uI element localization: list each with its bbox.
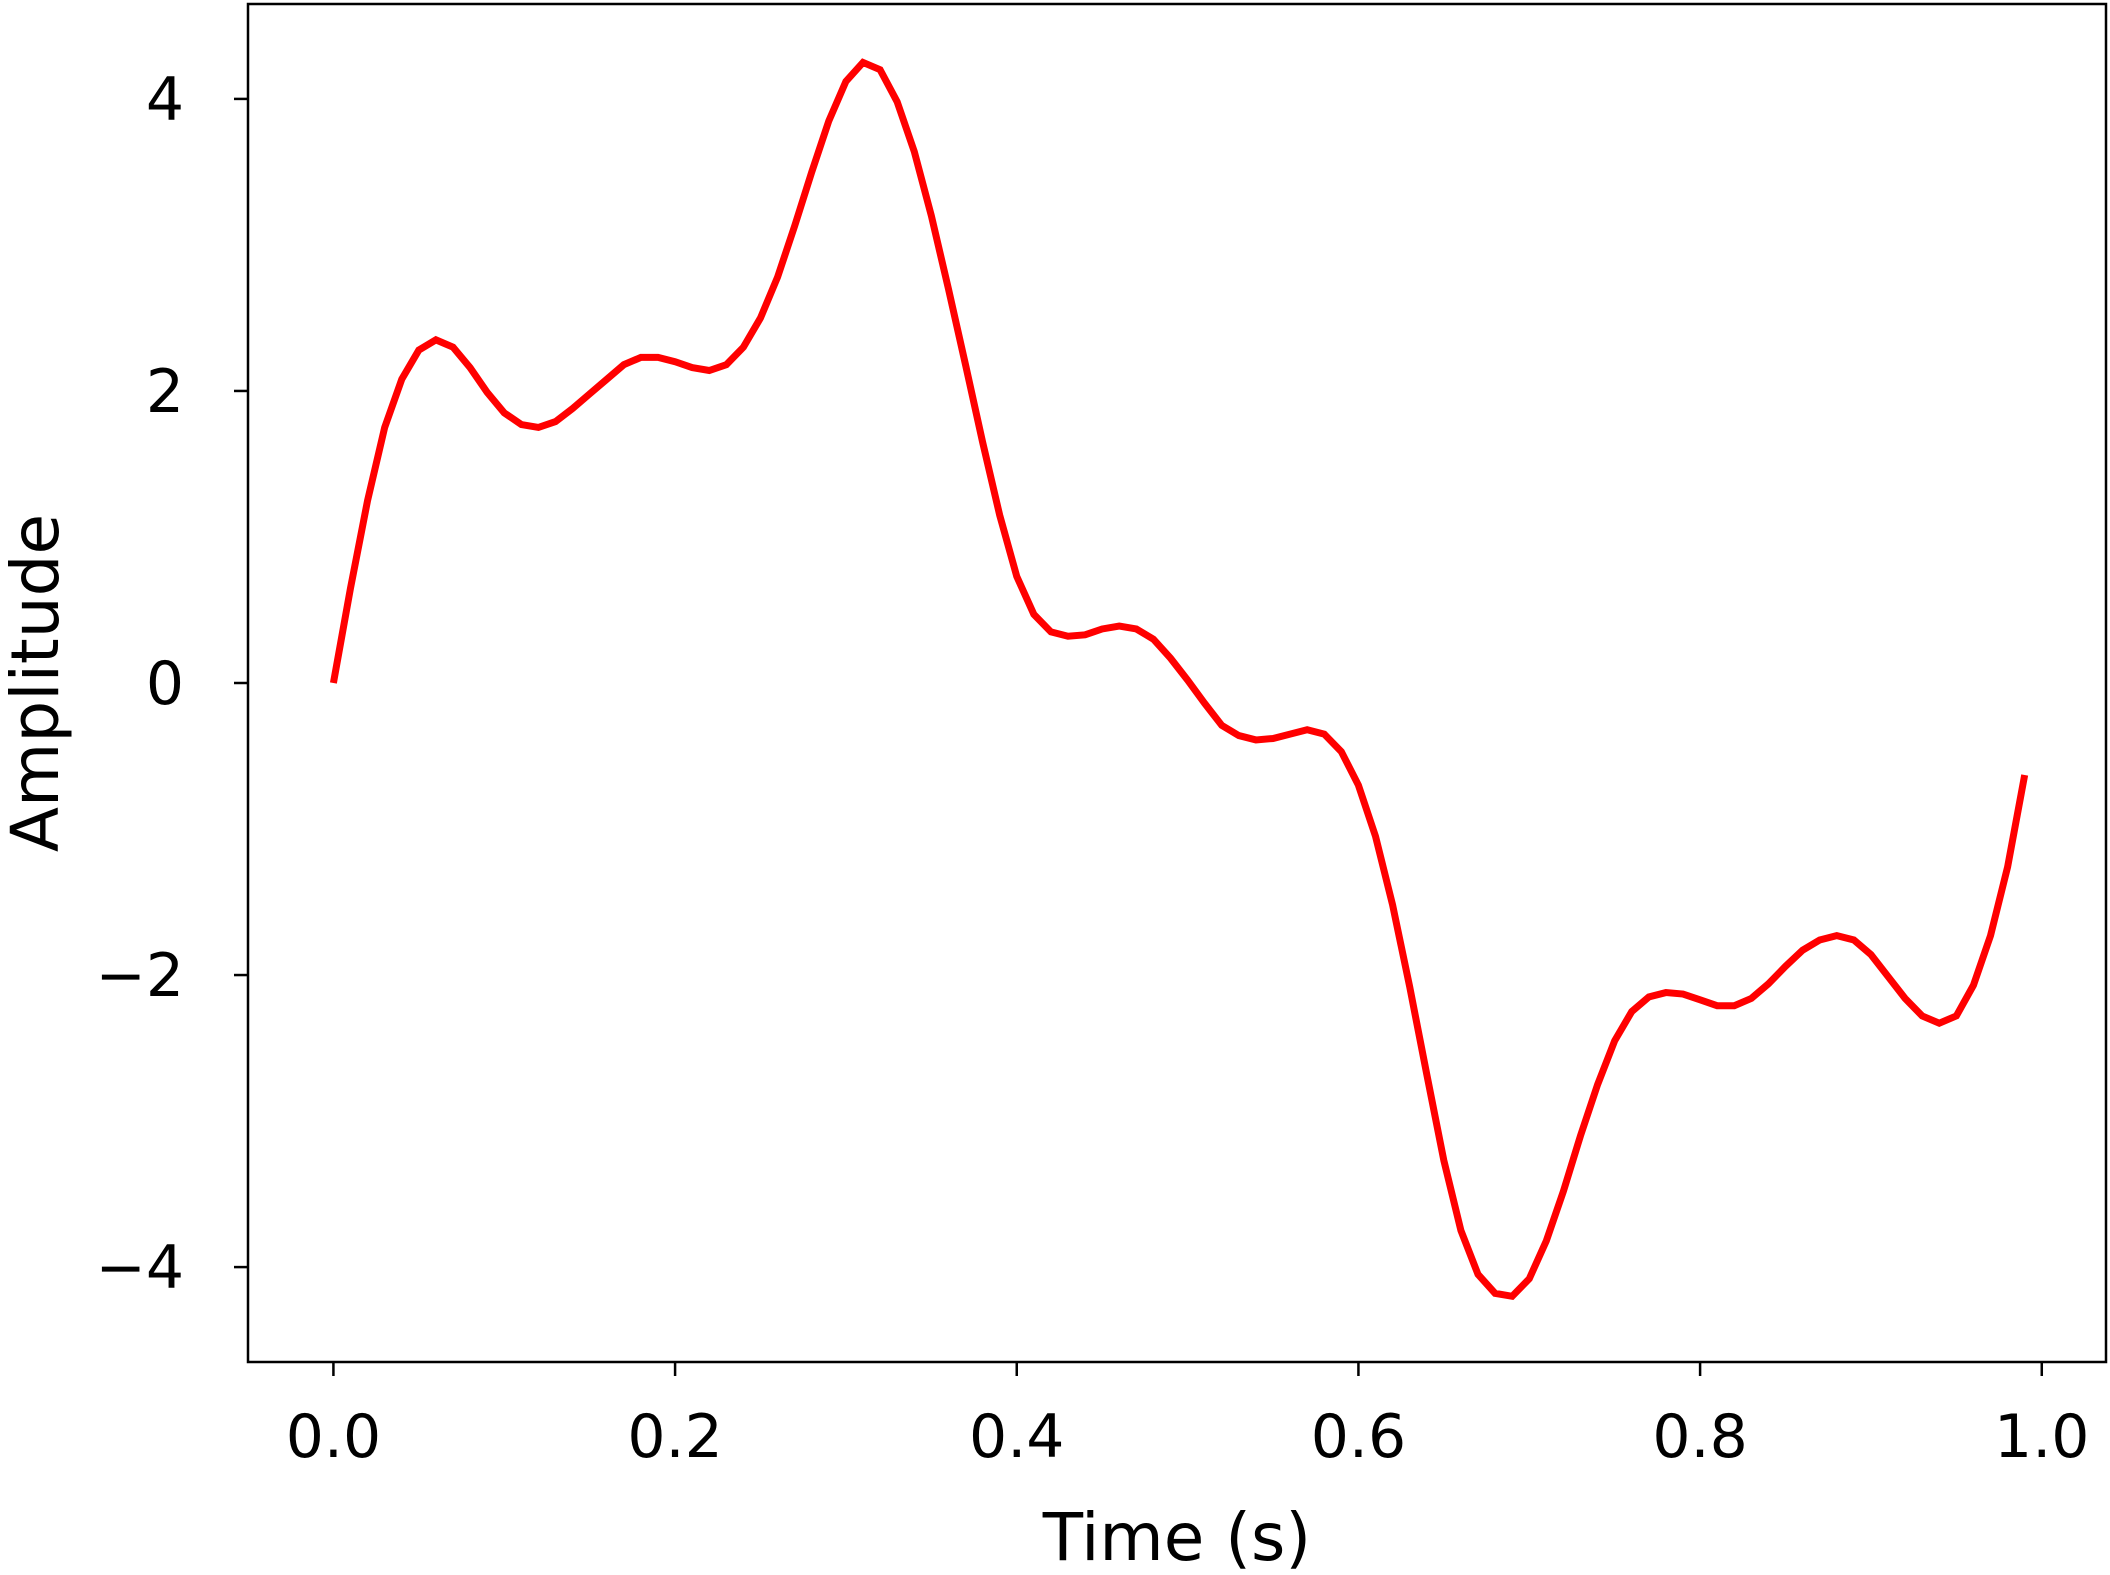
x-tick-label: 0.8 [1652,1402,1747,1472]
series-line-0 [329,58,2029,1301]
x-tick-label: 0.2 [627,1402,722,1472]
y-tick-label: 2 [146,357,184,427]
y-tick-label: −4 [96,1233,184,1303]
x-axis-label: Time (s) [1042,1499,1311,1575]
plot-area-frame [246,2,2108,1364]
x-tick-label: 0.0 [286,1402,381,1472]
x-axis: 0.0 0.2 0.4 0.6 0.8 1.0 [286,1362,2089,1472]
y-axis-label: Amplitude [0,514,74,852]
x-tick-label: 0.6 [1311,1402,1406,1472]
y-tick-label: −2 [96,941,184,1011]
y-tick-label: 4 [146,65,184,135]
x-tick-label: 0.4 [969,1402,1064,1472]
x-tick-label: 1.0 [1994,1402,2089,1472]
y-axis: 4 2 0 −2 −4 [96,65,248,1303]
series-layer [329,58,2029,1301]
y-tick-label: 0 [146,649,184,719]
